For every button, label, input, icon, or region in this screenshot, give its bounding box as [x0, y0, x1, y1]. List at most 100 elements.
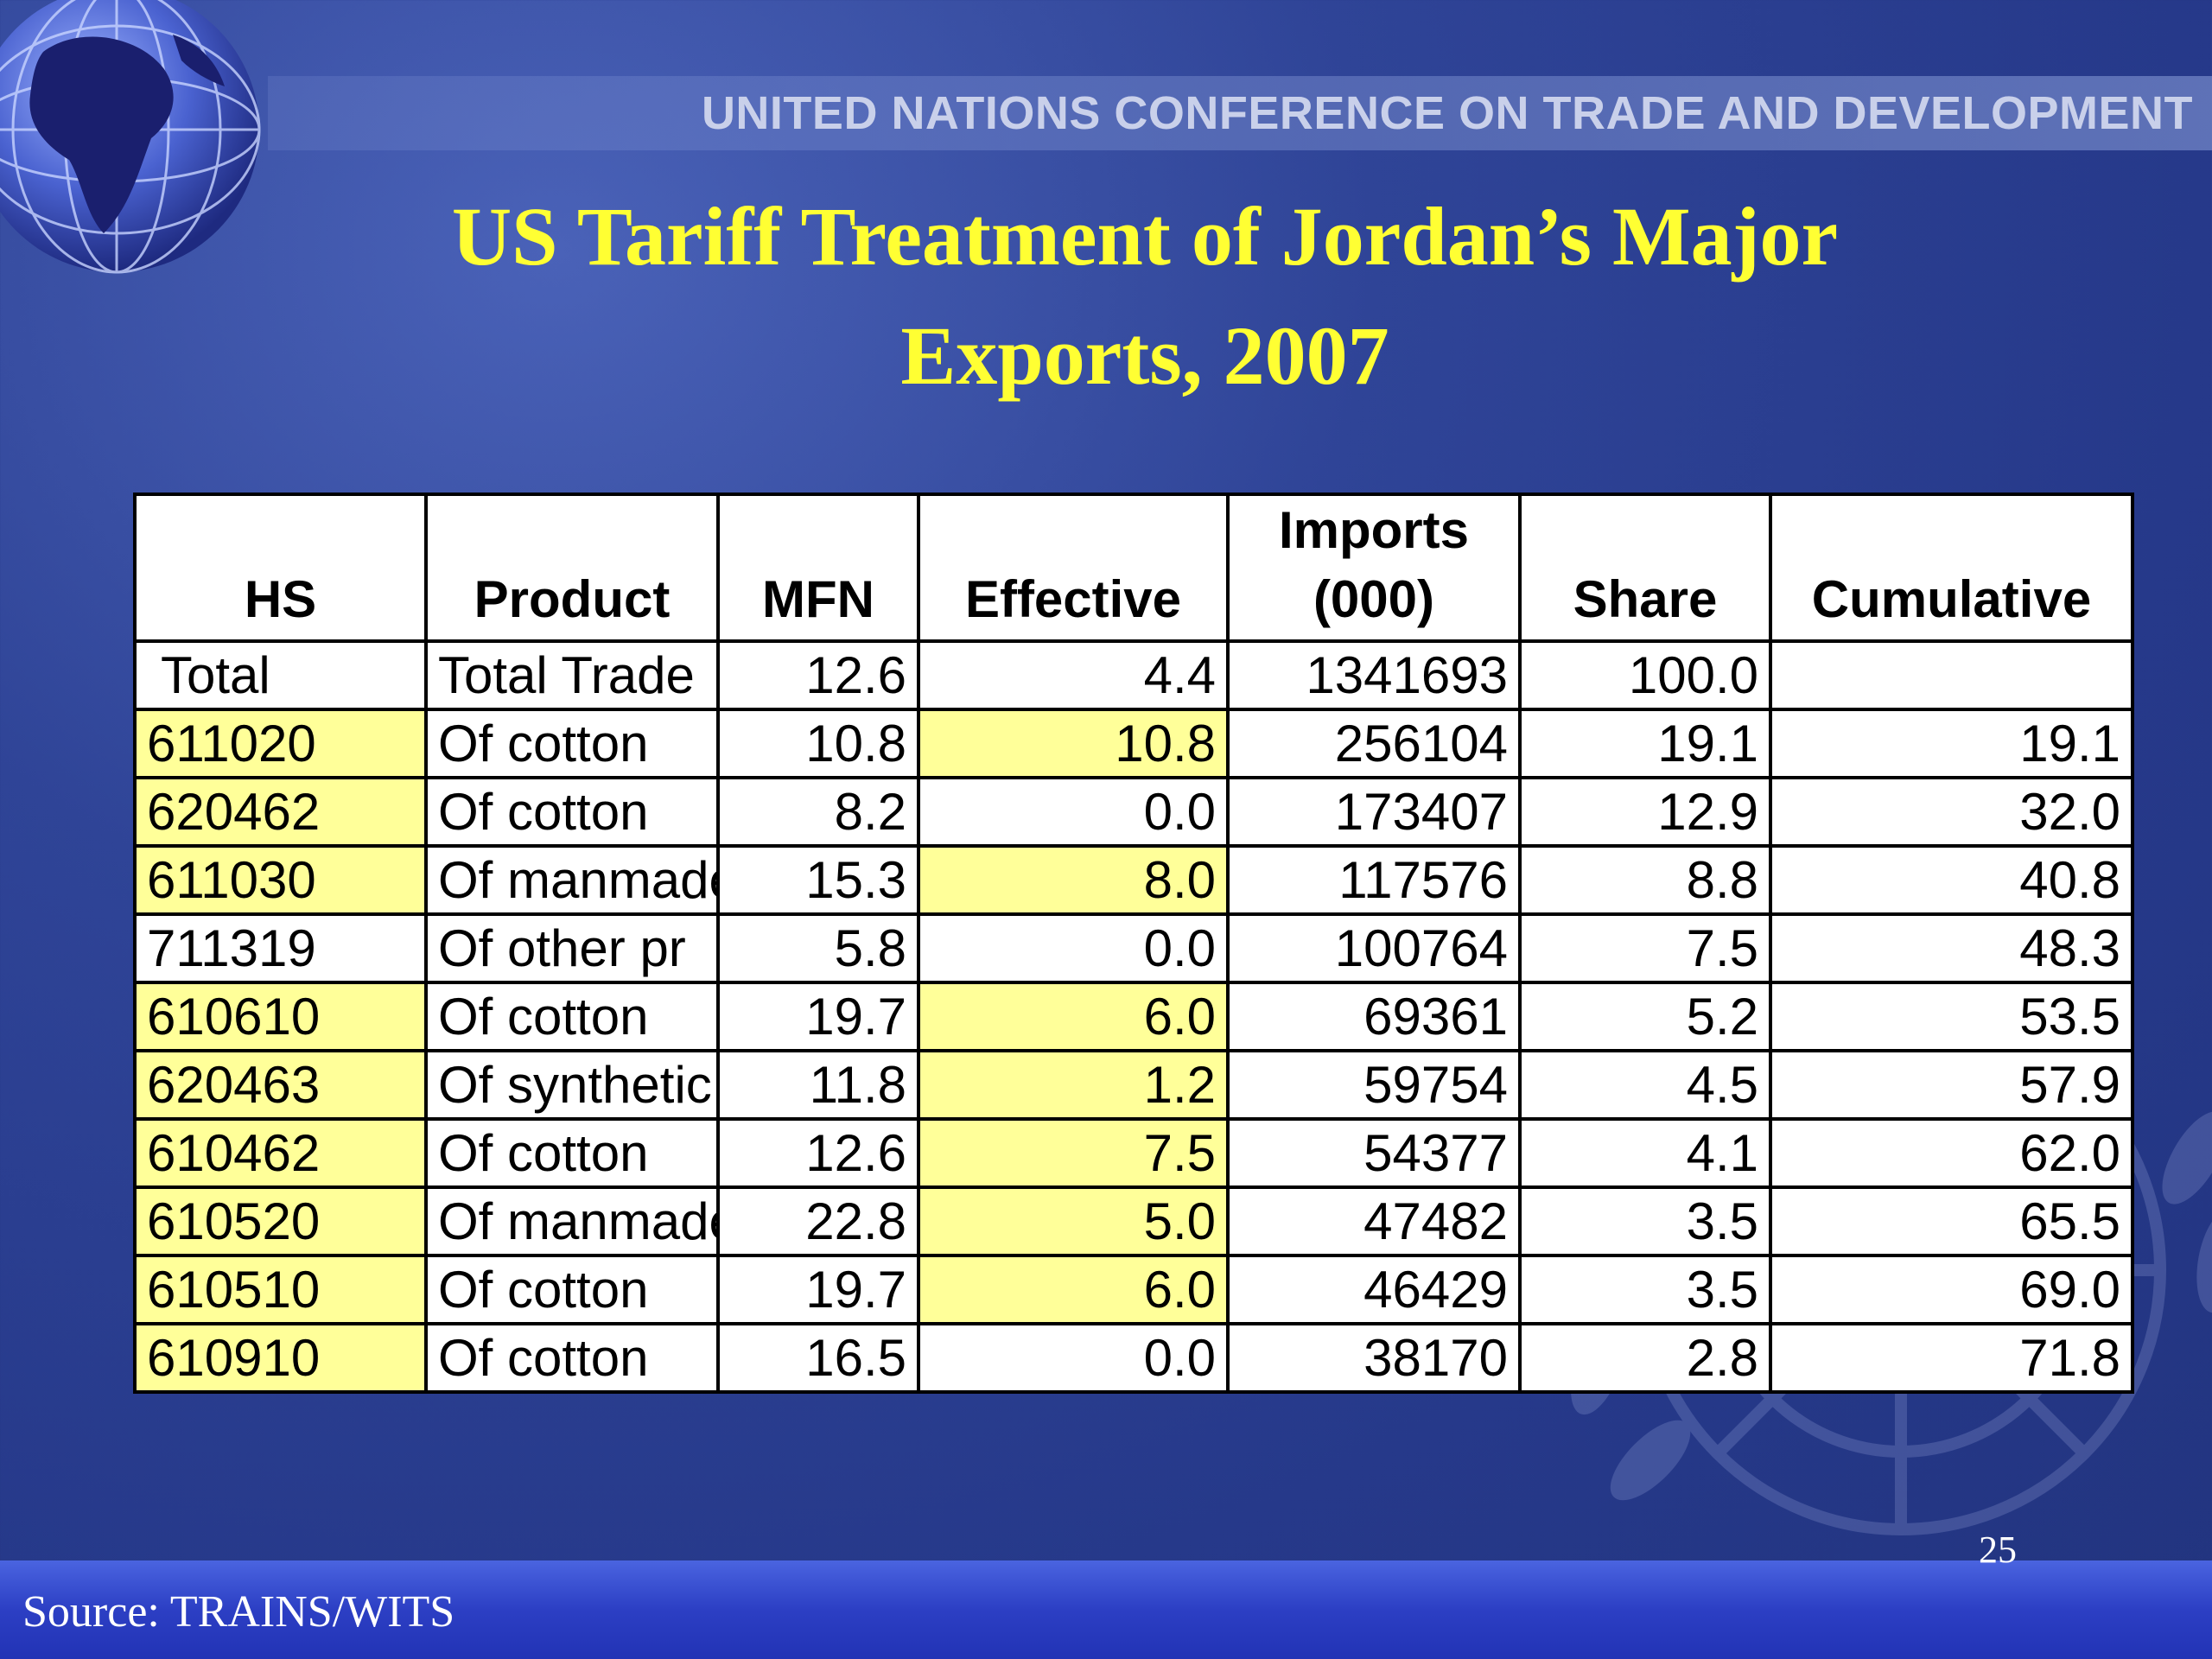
cell-share: 5.2 — [1518, 981, 1772, 1052]
cell-mfn: 11.8 — [716, 1049, 920, 1121]
cell-product: Of cotton — [424, 1117, 720, 1189]
cell-product: Of cotton — [424, 708, 720, 779]
cell-product: Total Trade — [424, 639, 720, 711]
cell-hs: 610462 — [133, 1117, 428, 1189]
column-header-effective: Effective — [917, 493, 1230, 643]
column-header-imports-line-2: (000) — [1313, 570, 1435, 628]
cell-hs: 610520 — [133, 1185, 428, 1257]
cell-mfn: 19.7 — [716, 981, 920, 1052]
cell-product: Of manmade — [424, 1185, 720, 1257]
cell-share: 8.8 — [1518, 844, 1772, 916]
cell-mfn: 10.8 — [716, 708, 920, 779]
column-header-imports-line-1: Imports — [1278, 501, 1470, 559]
footer-band — [0, 1560, 2212, 1659]
cell-hs: 620463 — [133, 1049, 428, 1121]
cell-effective: 4.4 — [917, 639, 1230, 711]
cell-effective: 0.0 — [917, 912, 1230, 984]
cell-effective: 6.0 — [917, 1254, 1230, 1325]
cell-cumulative: 48.3 — [1769, 912, 2134, 984]
cell-hs: Total — [133, 639, 428, 711]
cell-effective: 5.0 — [917, 1185, 1230, 1257]
cell-cumulative: 62.0 — [1769, 1117, 2134, 1189]
cell-effective: 0.0 — [917, 776, 1230, 848]
table-row: 620463 Of synthetic 11.8 1.2 59754 4.5 57.9 — [133, 1049, 2134, 1121]
cell-effective: 7.5 — [917, 1117, 1230, 1189]
table-row: Total Total Trade 12.6 4.4 1341693 100.0 — [133, 639, 2134, 711]
column-header-share: Share — [1518, 493, 1772, 643]
cell-imports: 1341693 — [1226, 639, 1522, 711]
cell-effective: 8.0 — [917, 844, 1230, 916]
cell-imports: 69361 — [1226, 981, 1522, 1052]
cell-product: Of cotton — [424, 776, 720, 848]
cell-mfn: 5.8 — [716, 912, 920, 984]
cell-hs: 610510 — [133, 1254, 428, 1325]
globe-icon — [0, 0, 261, 274]
cell-imports: 256104 — [1226, 708, 1522, 779]
cell-product: Of cotton — [424, 1322, 720, 1394]
cell-hs: 711319 — [133, 912, 428, 984]
cell-cumulative: 65.5 — [1769, 1185, 2134, 1257]
cell-cumulative: 19.1 — [1769, 708, 2134, 779]
cell-product: Of cotton — [424, 1254, 720, 1325]
cell-share: 100.0 — [1518, 639, 1772, 711]
slide-title: US Tariff Treatment of Jordan’s Major Ex… — [216, 177, 2074, 416]
cell-mfn: 15.3 — [716, 844, 920, 916]
column-header-cumulative: Cumulative — [1769, 493, 2134, 643]
cell-mfn: 12.6 — [716, 639, 920, 711]
cell-hs: 620462 — [133, 776, 428, 848]
table-row: 611020 Of cotton 10.8 10.8 256104 19.1 19.1 — [133, 708, 2134, 779]
cell-share: 2.8 — [1518, 1322, 1772, 1394]
org-name: UNITED NATIONS CONFERENCE ON TRADE AND D… — [701, 87, 2193, 139]
table-row: 711319 Of other pr 5.8 0.0 100764 7.5 48.3 — [133, 912, 2134, 984]
cell-effective: 6.0 — [917, 981, 1230, 1052]
source-note: Source: TRAINS/WITS — [22, 1587, 455, 1637]
cell-imports: 47482 — [1226, 1185, 1522, 1257]
cell-imports: 173407 — [1226, 776, 1522, 848]
column-header-mfn: MFN — [716, 493, 920, 643]
table-body: Total Total Trade 12.6 4.4 1341693 100.0 61102… — [133, 639, 2134, 1394]
table-row: 610910 Of cotton 16.5 0.0 38170 2.8 71.8 — [133, 1322, 2134, 1394]
cell-imports: 100764 — [1226, 912, 1522, 984]
header-band — [268, 76, 2212, 150]
cell-share: 3.5 — [1518, 1185, 1772, 1257]
cell-cumulative: 69.0 — [1769, 1254, 2134, 1325]
slide-title-line-1: US Tariff Treatment of Jordan’s Major — [451, 190, 1839, 283]
column-header-imports: Imports (000) — [1226, 493, 1522, 643]
table-row: 611030 Of manmade 15.3 8.0 117576 8.8 40.8 — [133, 844, 2134, 916]
table-row: 620462 Of cotton 8.2 0.0 173407 12.9 32.0 — [133, 776, 2134, 848]
cell-mfn: 12.6 — [716, 1117, 920, 1189]
cell-share: 4.1 — [1518, 1117, 1772, 1189]
cell-cumulative: 57.9 — [1769, 1049, 2134, 1121]
cell-imports: 59754 — [1226, 1049, 1522, 1121]
cell-mfn: 19.7 — [716, 1254, 920, 1325]
cell-effective: 10.8 — [917, 708, 1230, 779]
cell-imports: 54377 — [1226, 1117, 1522, 1189]
cell-hs: 611030 — [133, 844, 428, 916]
table-header-row: HS Product MFN Effective Imports (000) S… — [133, 493, 2134, 643]
cell-share: 4.5 — [1518, 1049, 1772, 1121]
table-row: 610610 Of cotton 19.7 6.0 69361 5.2 53.5 — [133, 981, 2134, 1052]
cell-imports: 46429 — [1226, 1254, 1522, 1325]
tariff-table: HS Product MFN Effective Imports (000) S… — [133, 493, 2134, 1394]
table-row: 610520 Of manmade 22.8 5.0 47482 3.5 65.5 — [133, 1185, 2134, 1257]
cell-share: 12.9 — [1518, 776, 1772, 848]
cell-hs: 611020 — [133, 708, 428, 779]
cell-mfn: 22.8 — [716, 1185, 920, 1257]
table-row: 610462 Of cotton 12.6 7.5 54377 4.1 62.0 — [133, 1117, 2134, 1189]
cell-hs: 610910 — [133, 1322, 428, 1394]
cell-hs: 610610 — [133, 981, 428, 1052]
cell-product: Of synthetic — [424, 1049, 720, 1121]
cell-cumulative — [1769, 639, 2134, 711]
cell-mfn: 16.5 — [716, 1322, 920, 1394]
cell-mfn: 8.2 — [716, 776, 920, 848]
cell-share: 19.1 — [1518, 708, 1772, 779]
cell-share: 7.5 — [1518, 912, 1772, 984]
slide-title-line-2: Exports, 2007 — [900, 309, 1389, 402]
cell-cumulative: 40.8 — [1769, 844, 2134, 916]
column-header-hs: HS — [133, 493, 428, 643]
cell-product: Of manmade — [424, 844, 720, 916]
cell-imports: 117576 — [1226, 844, 1522, 916]
table-row: 610510 Of cotton 19.7 6.0 46429 3.5 69.0 — [133, 1254, 2134, 1325]
page-number: 25 — [1979, 1529, 2017, 1571]
